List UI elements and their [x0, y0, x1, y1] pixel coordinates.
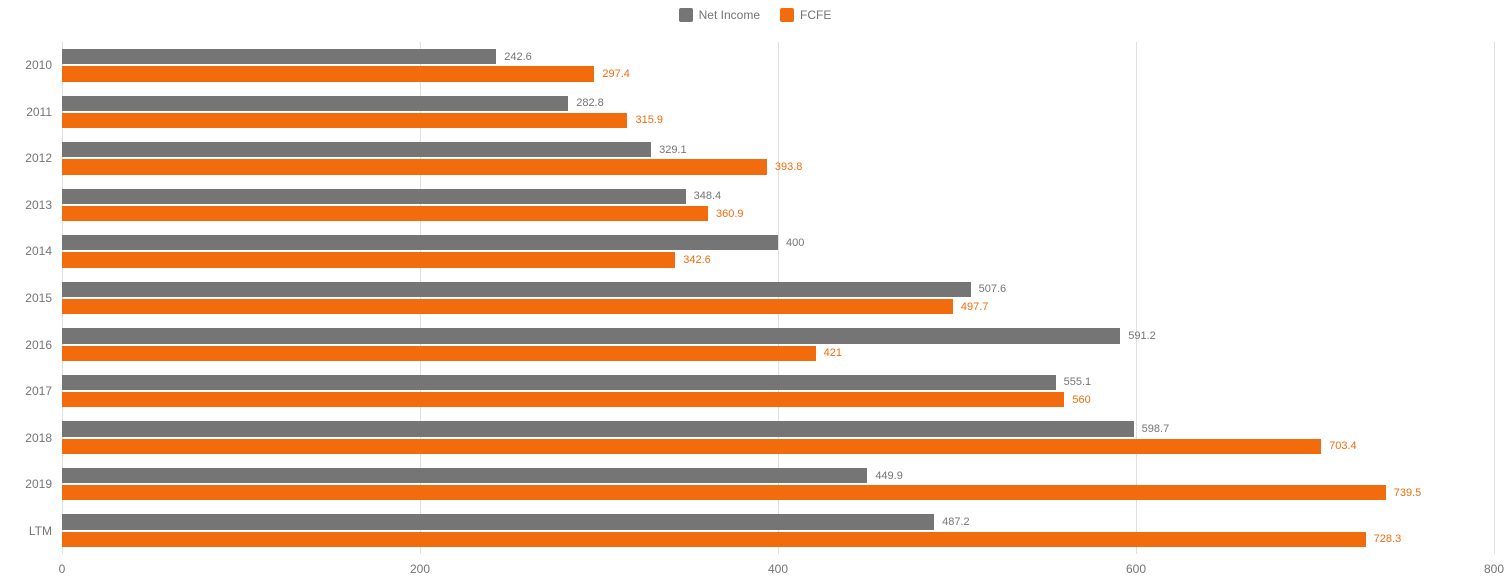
y-category-label: 2011: [26, 105, 52, 119]
x-tick-label: 200: [410, 562, 430, 576]
chart-plot-area: 242.6 297.4 282.8 315.9 329.1 393.8 348.4 360.9…: [62, 42, 1494, 554]
bar: [62, 421, 1134, 436]
legend-label: Net Income: [699, 8, 760, 22]
bar: [62, 514, 934, 529]
bar-value-label: 400: [786, 237, 804, 249]
y-category-label: 2010: [25, 58, 52, 72]
y-category-label: 2018: [25, 431, 52, 445]
bar-value-label: 487.2: [942, 516, 970, 528]
bar: [62, 532, 1366, 547]
legend-item: FCFE: [780, 8, 831, 22]
y-category-label: 2012: [25, 151, 52, 165]
bar-value-label: 421: [824, 347, 842, 359]
y-category-label: 2016: [25, 338, 52, 352]
legend-label: FCFE: [800, 8, 831, 22]
bar-value-label: 342.6: [683, 254, 711, 266]
y-category-label: 2017: [25, 384, 52, 398]
bar-value-label: 598.7: [1142, 423, 1170, 435]
bar: [62, 328, 1120, 343]
bar: [62, 468, 867, 483]
y-category-label: 2019: [25, 477, 52, 491]
x-tick-label: 400: [768, 562, 788, 576]
bar: [62, 439, 1321, 454]
x-gridline: [1494, 42, 1495, 554]
bar: [62, 159, 767, 174]
bar: [62, 189, 686, 204]
bar: [62, 113, 627, 128]
bar: [62, 66, 594, 81]
legend-swatch: [679, 8, 693, 22]
y-category-label: 2013: [25, 198, 52, 212]
y-category-label: LTM: [29, 524, 52, 538]
bar-value-label: 449.9: [875, 470, 903, 482]
bar-value-label: 329.1: [659, 144, 687, 156]
bar: [62, 485, 1386, 500]
bar-value-label: 560: [1072, 394, 1090, 406]
bar-value-label: 315.9: [635, 114, 663, 126]
bar: [62, 252, 675, 267]
bar: [62, 142, 651, 157]
x-tick-label: 0: [59, 562, 66, 576]
x-tick-label: 600: [1126, 562, 1146, 576]
x-tick-label: 800: [1484, 562, 1504, 576]
legend-swatch: [780, 8, 794, 22]
bar: [62, 235, 778, 250]
bar-value-label: 348.4: [694, 190, 722, 202]
bar: [62, 392, 1064, 407]
bar: [62, 299, 953, 314]
bar-value-label: 507.6: [979, 283, 1007, 295]
grouped-bar-chart: Net Income FCFE 242.6 297.4 282.8 315.9 329.1…: [0, 0, 1510, 584]
bar: [62, 375, 1056, 390]
chart-legend: Net Income FCFE: [0, 8, 1510, 22]
bar-value-label: 703.4: [1329, 440, 1357, 452]
bar: [62, 206, 708, 221]
bar-value-label: 360.9: [716, 208, 744, 220]
bar-value-label: 555.1: [1064, 376, 1092, 388]
y-category-label: 2015: [25, 291, 52, 305]
bar: [62, 49, 496, 64]
bar-value-label: 739.5: [1394, 487, 1422, 499]
bar: [62, 346, 816, 361]
bar-value-label: 393.8: [775, 161, 803, 173]
bar-value-label: 282.8: [576, 97, 604, 109]
bar-value-label: 242.6: [504, 51, 532, 63]
bar: [62, 282, 971, 297]
legend-item: Net Income: [679, 8, 760, 22]
y-category-label: 2014: [25, 244, 52, 258]
x-gridline: [1136, 42, 1137, 554]
bar-value-label: 297.4: [602, 68, 630, 80]
bar: [62, 96, 568, 111]
bar-value-label: 728.3: [1374, 533, 1402, 545]
bar-value-label: 497.7: [961, 301, 989, 313]
bar-value-label: 591.2: [1128, 330, 1156, 342]
